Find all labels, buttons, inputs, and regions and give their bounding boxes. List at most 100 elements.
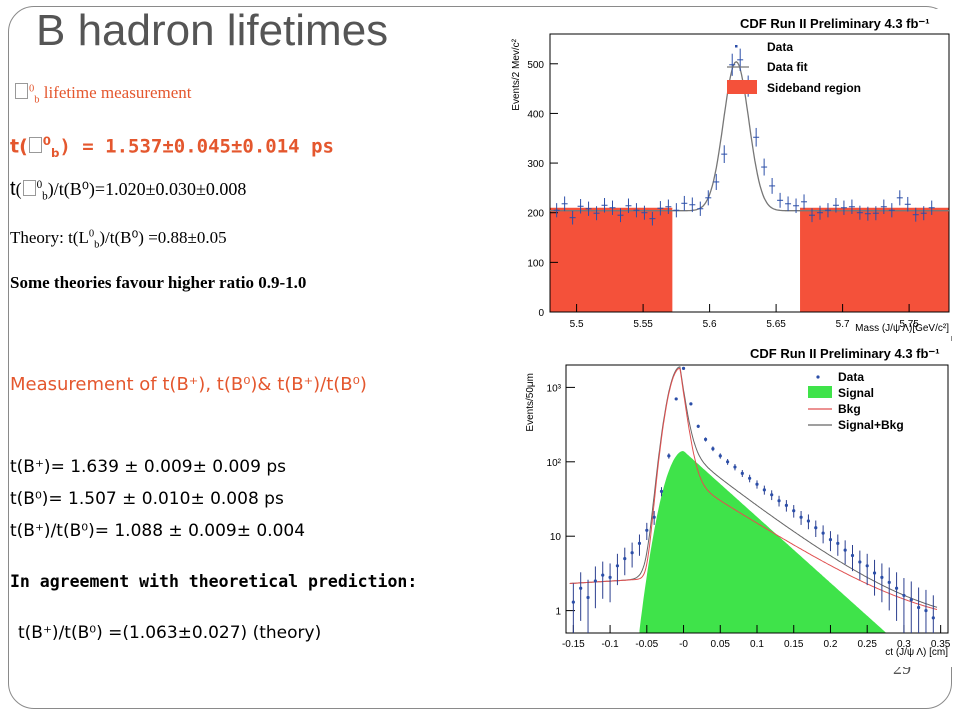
data-point [843, 548, 847, 552]
data-point [880, 575, 884, 579]
data-point [718, 454, 722, 458]
mass-chart: CDF Run II Preliminary 4.3 fb⁻¹ 0 100 200 30… [505, 9, 955, 336]
data-point [711, 447, 715, 451]
legend-data-marker [816, 375, 820, 379]
x-tick-label: 5.6 [703, 319, 717, 330]
data-point [902, 593, 906, 598]
missing-glyph-icon [28, 137, 42, 154]
data-point [630, 551, 634, 555]
legend-label: Data [767, 40, 793, 54]
legend-label: Sideband region [767, 81, 861, 95]
y-tick-label: 400 [527, 109, 544, 120]
data-point [865, 564, 869, 568]
data-point [703, 437, 708, 442]
theory-ratio: Theory: t(L0b)/t(B⁰) =0.88±0.05 [10, 228, 227, 251]
x-tick-label: 0.15 [784, 639, 804, 650]
bkg-curve [569, 367, 938, 610]
data-point [681, 366, 686, 371]
theory-prediction: t(B⁺)/t(B⁰) =(1.063±0.027) (theory) [18, 623, 322, 643]
data-point [586, 595, 590, 600]
y-tick-label: 500 [527, 60, 544, 71]
legend-label: Signal [838, 386, 874, 400]
x-tick-label: 0.2 [824, 639, 838, 650]
data-point [799, 515, 803, 519]
data-point [850, 553, 855, 558]
x-tick-label: 5.7 [836, 319, 850, 330]
y-tick-label: 10³ [547, 383, 562, 394]
data-point [836, 541, 840, 546]
legend-label: Bkg [838, 402, 861, 416]
data-point [652, 515, 656, 519]
sideband-region [800, 207, 949, 312]
data-point [667, 454, 671, 458]
x-tick-label: 5.5 [570, 319, 584, 330]
x-tick-label: -0 [679, 639, 688, 650]
legend-data-marker [735, 45, 738, 48]
y-tick-label: 10² [547, 458, 562, 469]
measurement-heading: Measurement of t(B⁺), t(B⁰)& t(B⁺)/t(B⁰) [10, 374, 367, 395]
lambda-heading: 0b lifetime measurement [14, 83, 192, 105]
data-point [924, 609, 928, 613]
data-point [579, 586, 583, 590]
legend-label: Signal+Bkg [838, 418, 904, 432]
lifetime-chart-panel: CDF Run II Preliminary 4.3 fb⁻¹ 1 10 10² 10³… [520, 341, 960, 667]
data-point [887, 580, 891, 584]
chart-title: CDF Run II Preliminary 4.3 fb⁻¹ [740, 16, 930, 31]
lambda-b0-ratio: t(0b)/t(B⁰)=1.020±0.030±0.008 [10, 178, 247, 203]
tau-b0: t(B⁰)= 1.507 ± 0.010± 0.008 ps [10, 489, 284, 509]
data-point [755, 482, 759, 486]
data-point [858, 560, 862, 564]
y-axis-label: Events/2 Mev/c² [511, 38, 522, 110]
data-point [872, 571, 877, 575]
x-tick-label: -0.1 [601, 639, 619, 650]
y-tick-label: 0 [538, 308, 544, 319]
data-point [645, 528, 649, 532]
data-point [777, 499, 781, 503]
tau-bplus: t(B⁺)= 1.639 ± 0.009± 0.009 ps [10, 457, 286, 477]
agreement-note: In agreement with theoretical prediction… [10, 572, 418, 591]
y-tick-label: 100 [527, 258, 544, 269]
x-tick-label: 0.35 [931, 639, 951, 650]
data-point [696, 424, 700, 428]
data-point [748, 476, 752, 480]
data-point [615, 564, 620, 568]
slide-title: B hadron lifetimes [36, 6, 389, 55]
x-axis-label: Mass (J/ψ Λ)[GeV/c²] [855, 323, 949, 334]
data-point [814, 526, 818, 530]
legend-sideband-swatch [727, 80, 757, 94]
legend-signal-swatch [808, 386, 832, 398]
data-point [762, 488, 766, 492]
some-theories-note: Some theories favour higher ratio 0.9-1.… [10, 273, 307, 292]
x-axis-label: ct (J/ψ Λ) [cm] [885, 647, 948, 658]
sideband-region [550, 207, 673, 312]
x-tick-label: 0.3 [897, 639, 911, 650]
missing-glyph-icon [15, 83, 28, 99]
x-tick-label: 0.1 [750, 639, 764, 650]
lifetime-chart: CDF Run II Preliminary 4.3 fb⁻¹ 1 10 10² 10³… [520, 341, 960, 667]
data-point [770, 493, 774, 497]
mass-chart-panel: CDF Run II Preliminary 4.3 fb⁻¹ 0 100 200 30… [505, 9, 955, 336]
data-point [917, 605, 921, 610]
y-axis-label: Events/50μm [525, 373, 536, 432]
data-point [571, 600, 575, 604]
x-tick-label: -0.05 [635, 639, 658, 650]
x-tick-label: -0.15 [562, 639, 585, 650]
data-point [740, 471, 744, 475]
x-tick-label: 5.75 [899, 319, 919, 330]
data-point [601, 573, 605, 577]
x-tick-label: 5.55 [633, 319, 653, 330]
data-point [909, 598, 913, 602]
x-tick-label: 0.25 [857, 639, 877, 650]
signal-area [639, 451, 912, 633]
tau-lambda-result: t(0b) = 1.537±0.045±0.014 ps [10, 134, 334, 161]
data-point [593, 579, 597, 583]
data-point [821, 531, 825, 535]
ratio-bplus-b0: t(B⁺)/t(B⁰)= 1.088 ± 0.009± 0.004 [10, 521, 306, 541]
y-tick-label: 1 [555, 607, 561, 618]
data-point [689, 402, 693, 406]
legend-label: Data fit [767, 60, 808, 74]
data-point [637, 541, 642, 546]
legend-label: Data [838, 370, 864, 384]
data-point [623, 556, 627, 561]
data-point [828, 538, 833, 542]
